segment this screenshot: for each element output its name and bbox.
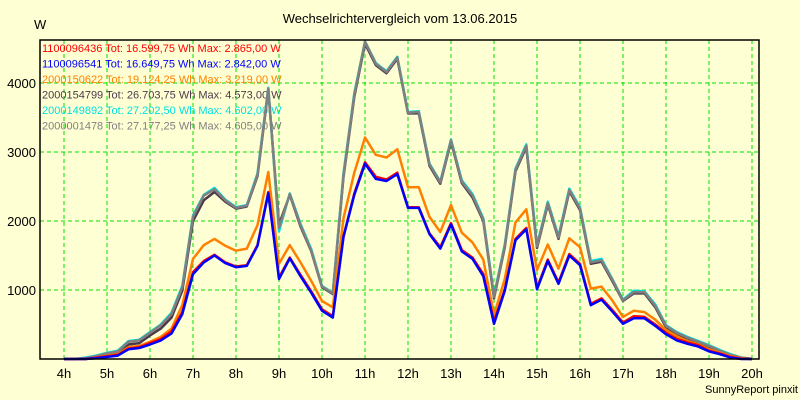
x-tick-label: 5h	[100, 366, 114, 381]
credit-label: SunnyReport pinxit	[705, 384, 798, 396]
x-tick-label: 15h	[526, 366, 548, 381]
x-tick-label: 6h	[143, 366, 157, 381]
chart-title: Wechselrichtervergleich vom 13.06.2015	[282, 11, 518, 26]
legend: 1100096436 Tot: 16.599,75 Wh Max: 2.865,…	[42, 43, 282, 133]
series-line-2000001478	[64, 40, 753, 361]
series-line-1100096541	[64, 162, 752, 361]
x-tick-label: 13h	[440, 366, 462, 381]
x-tick-label: 19h	[698, 366, 720, 381]
series-line-2000150622	[64, 136, 753, 361]
x-tick-label: 8h	[229, 366, 243, 381]
plot-border	[39, 39, 760, 360]
legend-item: 2000001478 Tot: 27.177,25 Wh Max: 4.605,…	[42, 121, 282, 133]
x-tick-label: 14h	[483, 366, 505, 381]
legend-item: 2000154799 Tot: 26.703,75 Wh Max: 4.573,…	[42, 90, 282, 102]
y-tick-label: 4000	[7, 76, 36, 91]
grid-lines	[40, 40, 759, 359]
x-tick-label: 7h	[186, 366, 200, 381]
x-tick-label: 11h	[355, 366, 376, 381]
x-tick-label: 9h	[272, 366, 286, 381]
series-lines	[64, 40, 753, 361]
x-tick-label: 20h	[741, 366, 763, 381]
x-tick-label: 12h	[397, 366, 419, 381]
y-tick-label: 1000	[7, 283, 36, 298]
legend-item: 1100096436 Tot: 16.599,75 Wh Max: 2.865,…	[42, 43, 281, 55]
y-axis-unit: W	[34, 17, 47, 32]
legend-item: 2000149892 Tot: 27.202,50 Wh Max: 4.602,…	[42, 105, 282, 117]
y-tick-label: 2000	[7, 214, 36, 229]
x-tick-label: 10h	[311, 366, 333, 381]
x-tick-label: 18h	[655, 366, 677, 381]
x-tick-label: 16h	[569, 366, 591, 381]
legend-item: 1100096541 Tot: 16.649,75 Wh Max: 2.842,…	[42, 59, 281, 71]
y-tick-label: 3000	[7, 145, 36, 160]
legend-item: 2000150622 Tot: 19.124,25 Wh Max: 3.219,…	[42, 74, 282, 86]
axes: 4h 5h 6h 7h 8h 9h 10h 11h 12h 13h 14h 15h 16h 17h 18h 1…	[7, 76, 763, 381]
x-tick-label: 17h	[612, 366, 634, 381]
x-tick-label: 4h	[57, 366, 71, 381]
